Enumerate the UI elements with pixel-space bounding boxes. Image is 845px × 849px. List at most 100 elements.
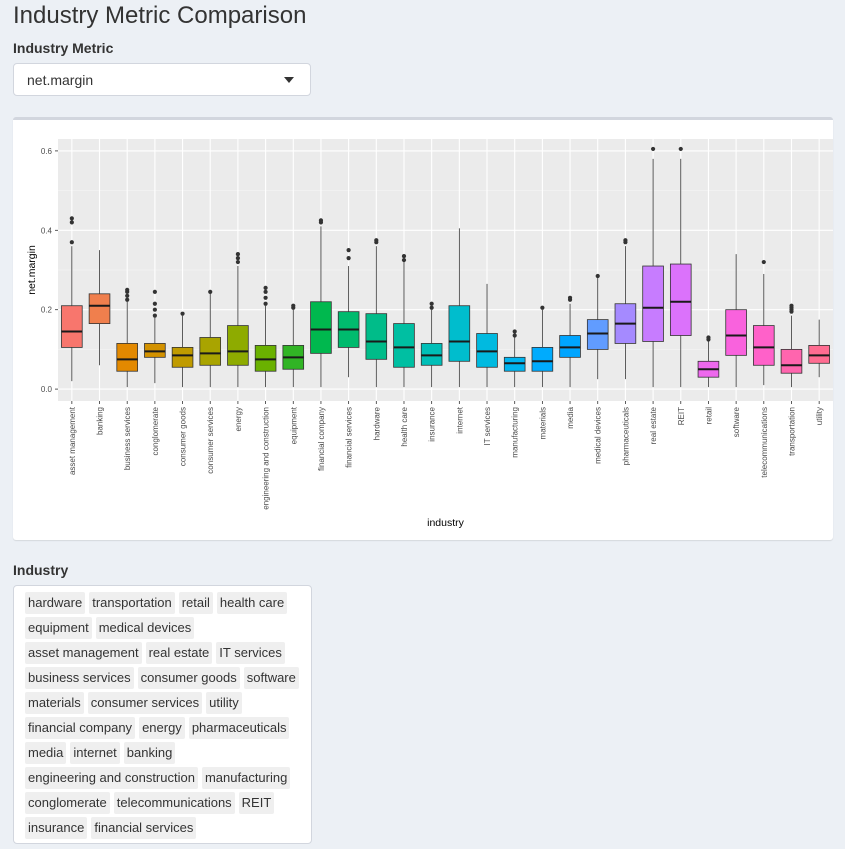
industry-tag[interactable]: engineering and construction bbox=[25, 767, 198, 789]
x-tick-label: transportation bbox=[787, 407, 796, 456]
x-tick-label: materials bbox=[538, 407, 547, 439]
outlier-point bbox=[69, 216, 74, 221]
x-tick-label: engineering and construction bbox=[262, 407, 271, 510]
page-title: Industry Metric Comparison bbox=[13, 2, 307, 29]
x-tick-label: pharmaceuticals bbox=[621, 407, 630, 465]
outlier-point bbox=[69, 220, 74, 225]
outlier-point bbox=[125, 297, 130, 302]
industry-tag[interactable]: REIT bbox=[238, 792, 275, 814]
tag-row: equipment medical devices bbox=[25, 617, 303, 639]
industry-tag[interactable]: software bbox=[243, 667, 299, 689]
plot-panel: 0.0 0.2 0.4 0.6 asset management banking busin… bbox=[13, 117, 833, 540]
outlier-point bbox=[512, 333, 517, 338]
industry-tag[interactable]: pharmaceuticals bbox=[188, 717, 290, 739]
industry-tag[interactable]: utility bbox=[206, 692, 242, 714]
x-tick-label: internet bbox=[455, 406, 464, 433]
x-tick-label: conglomerate bbox=[151, 406, 160, 455]
industry-tag[interactable]: consumer services bbox=[87, 692, 203, 714]
outlier-point bbox=[263, 289, 268, 294]
industry-tag[interactable]: asset management bbox=[25, 642, 142, 664]
outlier-point bbox=[346, 255, 351, 261]
outlier-point bbox=[152, 307, 157, 312]
x-tick-label: insurance bbox=[428, 406, 437, 441]
x-tick-label: IT services bbox=[483, 407, 492, 446]
box bbox=[780, 348, 803, 374]
industry-tag[interactable]: financial company bbox=[25, 717, 136, 739]
industry-tag[interactable]: insurance bbox=[25, 817, 88, 839]
x-tick-label: equipment bbox=[289, 406, 298, 444]
industry-tag[interactable]: financial services bbox=[91, 817, 197, 839]
x-tick-label: business services bbox=[123, 407, 132, 470]
x-tick-label: REIT bbox=[677, 407, 686, 425]
outlier-point bbox=[152, 313, 157, 318]
outlier-point bbox=[125, 293, 130, 298]
industry-tag[interactable]: banking bbox=[123, 742, 176, 764]
tag-row: asset management real estate IT services bbox=[25, 642, 303, 664]
box bbox=[227, 325, 249, 366]
industry-tag[interactable]: real estate bbox=[145, 642, 213, 664]
industry-metric-selected-value: net.margin bbox=[27, 72, 94, 88]
box bbox=[725, 309, 747, 356]
industry-multiselect[interactable]: hardware transportation retail health care e… bbox=[13, 585, 312, 844]
box bbox=[669, 263, 692, 336]
outlier-point bbox=[761, 259, 766, 265]
industry-tag[interactable]: medical devices bbox=[95, 617, 195, 639]
industry-tag[interactable]: telecommunications bbox=[113, 792, 235, 814]
box bbox=[88, 293, 111, 324]
outlier-point bbox=[152, 301, 157, 306]
x-tick-label: financial services bbox=[345, 407, 354, 468]
outlier-point bbox=[401, 257, 407, 263]
outlier-point bbox=[291, 303, 296, 308]
outlier-point bbox=[208, 289, 213, 294]
y-tick-label: 0.2 bbox=[41, 306, 53, 315]
outlier-point bbox=[567, 295, 573, 300]
outlier-point bbox=[706, 335, 711, 340]
industry-tag[interactable]: internet bbox=[70, 742, 120, 764]
outlier-point bbox=[789, 303, 794, 308]
industry-tag[interactable]: hardware bbox=[25, 592, 86, 614]
x-tick-label: telecommunications bbox=[760, 407, 769, 478]
y-tick-label: 0.0 bbox=[41, 385, 53, 394]
industry-tag[interactable]: IT services bbox=[216, 642, 285, 664]
box bbox=[365, 313, 388, 360]
x-tick-label: utility bbox=[815, 407, 824, 425]
outlier-point bbox=[69, 240, 74, 245]
industry-tag[interactable]: business services bbox=[25, 667, 134, 689]
outlier-point bbox=[346, 248, 351, 253]
industry-tag[interactable]: transportation bbox=[89, 592, 175, 614]
outlier-point bbox=[263, 285, 268, 290]
x-tick-label: hardware bbox=[372, 406, 381, 440]
box bbox=[310, 301, 332, 354]
industry-label: Industry bbox=[13, 562, 69, 578]
boxplot-chart: 0.0 0.2 0.4 0.6 asset management banking busin… bbox=[26, 139, 833, 529]
industry-tag[interactable]: media bbox=[25, 742, 67, 764]
box bbox=[171, 347, 194, 368]
industry-tag[interactable]: consumer goods bbox=[137, 667, 240, 689]
outlier-point bbox=[235, 252, 241, 257]
outlier-point bbox=[678, 146, 683, 152]
industry-metric-label: Industry Metric bbox=[13, 40, 114, 56]
industry-tag[interactable]: materials bbox=[25, 692, 84, 714]
tag-row: engineering and construction manufacturin… bbox=[25, 767, 303, 789]
industry-tag[interactable]: health care bbox=[216, 592, 288, 614]
box bbox=[393, 323, 415, 368]
industry-tag[interactable]: retail bbox=[178, 592, 213, 614]
box bbox=[199, 337, 222, 366]
industry-tag[interactable]: energy bbox=[139, 717, 185, 739]
y-tick-label: 0.6 bbox=[41, 147, 53, 156]
box bbox=[753, 325, 775, 366]
outlier-point bbox=[595, 273, 600, 279]
x-tick-label: software bbox=[732, 406, 741, 437]
tag-row: conglomerate telecommunications REIT bbox=[25, 792, 303, 814]
outlier-point bbox=[263, 295, 268, 300]
x-tick-label: manufacturing bbox=[511, 407, 520, 458]
y-axis-title: net.margin bbox=[26, 245, 38, 295]
box bbox=[531, 347, 554, 372]
industry-metric-select[interactable]: net.margin bbox=[13, 63, 311, 96]
x-axis-title: industry bbox=[427, 517, 465, 529]
outlier-point bbox=[263, 301, 268, 306]
outlier-point bbox=[650, 146, 656, 152]
industry-tag[interactable]: conglomerate bbox=[25, 792, 110, 814]
industry-tag[interactable]: manufacturing bbox=[201, 767, 291, 789]
industry-tag[interactable]: equipment bbox=[25, 617, 92, 639]
